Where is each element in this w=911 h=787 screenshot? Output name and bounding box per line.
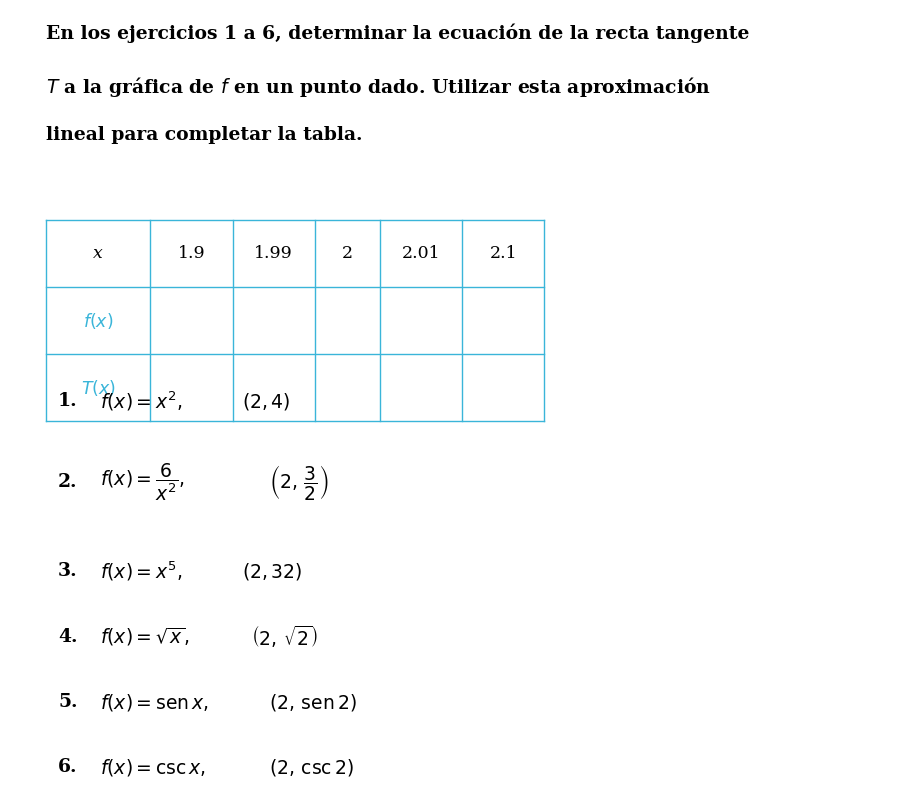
Text: $(2, 4)$: $(2, 4)$ [241,391,290,412]
Text: 3.: 3. [57,563,77,580]
Text: 2: 2 [342,246,353,262]
Text: $T(x)$: $T(x)$ [80,378,116,397]
Text: 4.: 4. [58,628,77,645]
Text: 2.: 2. [58,474,77,491]
Text: 1.9: 1.9 [178,246,205,262]
Text: $(2, 32)$: $(2, 32)$ [241,561,302,582]
Text: 1.: 1. [57,393,77,410]
Text: $\left(2,\, \dfrac{3}{2}\right)$: $\left(2,\, \dfrac{3}{2}\right)$ [269,463,328,502]
Text: 5.: 5. [58,693,77,711]
Text: $f(x) = x^5,$: $f(x) = x^5,$ [100,560,182,583]
Text: 2.1: 2.1 [489,246,517,262]
Text: $f(x) = \mathrm{sen}\,x,$: $f(x) = \mathrm{sen}\,x,$ [100,692,209,712]
Text: x: x [93,246,103,262]
Text: $\mathit{T}$ a la gráfica de $\mathit{f}$ en un punto dado. Utilizar esta aproxi: $\mathit{T}$ a la gráfica de $\mathit{f}… [46,75,710,98]
Text: En los ejercicios 1 a 6, determinar la ecuación de la recta tangente: En los ejercicios 1 a 6, determinar la e… [46,24,748,43]
Text: $f(x) = \csc x,$: $f(x) = \csc x,$ [100,757,206,778]
Text: $(2,\, \csc 2)$: $(2,\, \csc 2)$ [269,757,353,778]
Text: $\left(2,\, \sqrt{2}\right)$: $\left(2,\, \sqrt{2}\right)$ [251,623,318,650]
Text: 6.: 6. [58,759,77,776]
Text: lineal para completar la tabla.: lineal para completar la tabla. [46,126,362,144]
Text: 2.01: 2.01 [402,246,440,262]
Text: 1.99: 1.99 [254,246,292,262]
Text: $(2,\, \mathrm{sen}\,2)$: $(2,\, \mathrm{sen}\,2)$ [269,692,356,712]
Text: $f(x) = x^2,$: $f(x) = x^2,$ [100,390,182,413]
Text: $f(x) = \sqrt{x},$: $f(x) = \sqrt{x},$ [100,626,189,648]
Text: $f(x) = \dfrac{6}{x^2},$: $f(x) = \dfrac{6}{x^2},$ [100,462,185,503]
Text: $f(x)$: $f(x)$ [83,311,113,331]
